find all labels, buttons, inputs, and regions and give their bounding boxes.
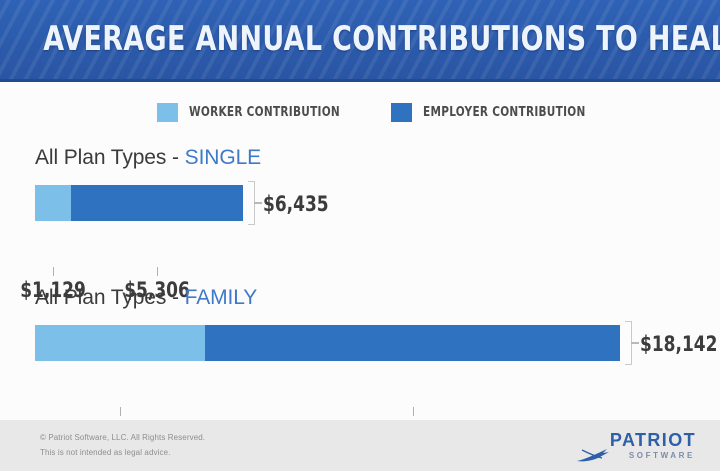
page-title: AVERAGE ANNUAL CONTRIBUTIONS TO HEALTH I… — [43, 19, 720, 59]
header-banner: AVERAGE ANNUAL CONTRIBUTIONS TO HEALTH I… — [0, 0, 720, 82]
section-title-highlight-family: FAMILY — [184, 286, 258, 309]
logo-subtext: SOFTWARE — [628, 451, 695, 460]
bar-group-family: $18,142 $5,277 $12,865 — [35, 321, 717, 442]
bar-segment-worker-family — [35, 325, 205, 361]
stacked-bar-family — [35, 325, 620, 361]
value-label-worker-single: $1,129 — [20, 278, 86, 302]
bar-segment-employer-single — [71, 185, 243, 221]
worker-swatch-icon — [157, 102, 178, 122]
section-title-prefix-single: All Plan Types - — [35, 146, 185, 169]
total-label-single: $6,435 — [263, 192, 329, 216]
chart-legend: WORKER CONTRIBUTION EMPLOYER CONTRIBUTIO… — [0, 101, 720, 125]
value-label-employer-single: $5,306 — [124, 278, 190, 302]
disclaimer-text: This is not intended as legal advice. — [40, 448, 171, 457]
legend-label-worker: WORKER CONTRIBUTION — [189, 104, 341, 120]
bar-segment-worker-single — [35, 185, 71, 221]
patriot-software-logo: PATRIOT SOFTWARE — [576, 430, 696, 464]
tick-employer-family — [413, 407, 414, 416]
copyright-text: © Patriot Software, LLC. All Rights Rese… — [40, 433, 206, 442]
bar-group-single: $6,435 $1,129 $5,306 — [20, 181, 620, 302]
section-title-highlight-single: SINGLE — [184, 146, 262, 169]
footer-bar: © Patriot Software, LLC. All Rights Rese… — [0, 420, 720, 471]
total-bracket-stem-single — [254, 202, 262, 204]
total-bracket-stem-family — [631, 342, 639, 344]
tick-worker-single — [53, 267, 54, 276]
total-label-family: $18,142 — [640, 332, 718, 356]
employer-swatch-icon — [391, 102, 412, 122]
section-title-single: All Plan Types - SINGLE — [35, 146, 261, 170]
bar-segment-employer-family — [205, 325, 620, 361]
stacked-bar-single — [35, 185, 243, 221]
legend-item-employer: EMPLOYER CONTRIBUTION — [391, 101, 604, 123]
legend-label-employer: EMPLOYER CONTRIBUTION — [423, 104, 586, 120]
legend-item-worker: WORKER CONTRIBUTION — [157, 101, 357, 123]
eagle-swoosh-icon — [577, 449, 609, 462]
section-title-prefix-family: All Plan Types - — [35, 286, 185, 309]
logo-wordmark: PATRIOT — [609, 430, 696, 450]
tick-employer-single — [157, 267, 158, 276]
section-title-family: All Plan Types - FAMILY — [35, 286, 257, 310]
tick-worker-family — [120, 407, 121, 416]
